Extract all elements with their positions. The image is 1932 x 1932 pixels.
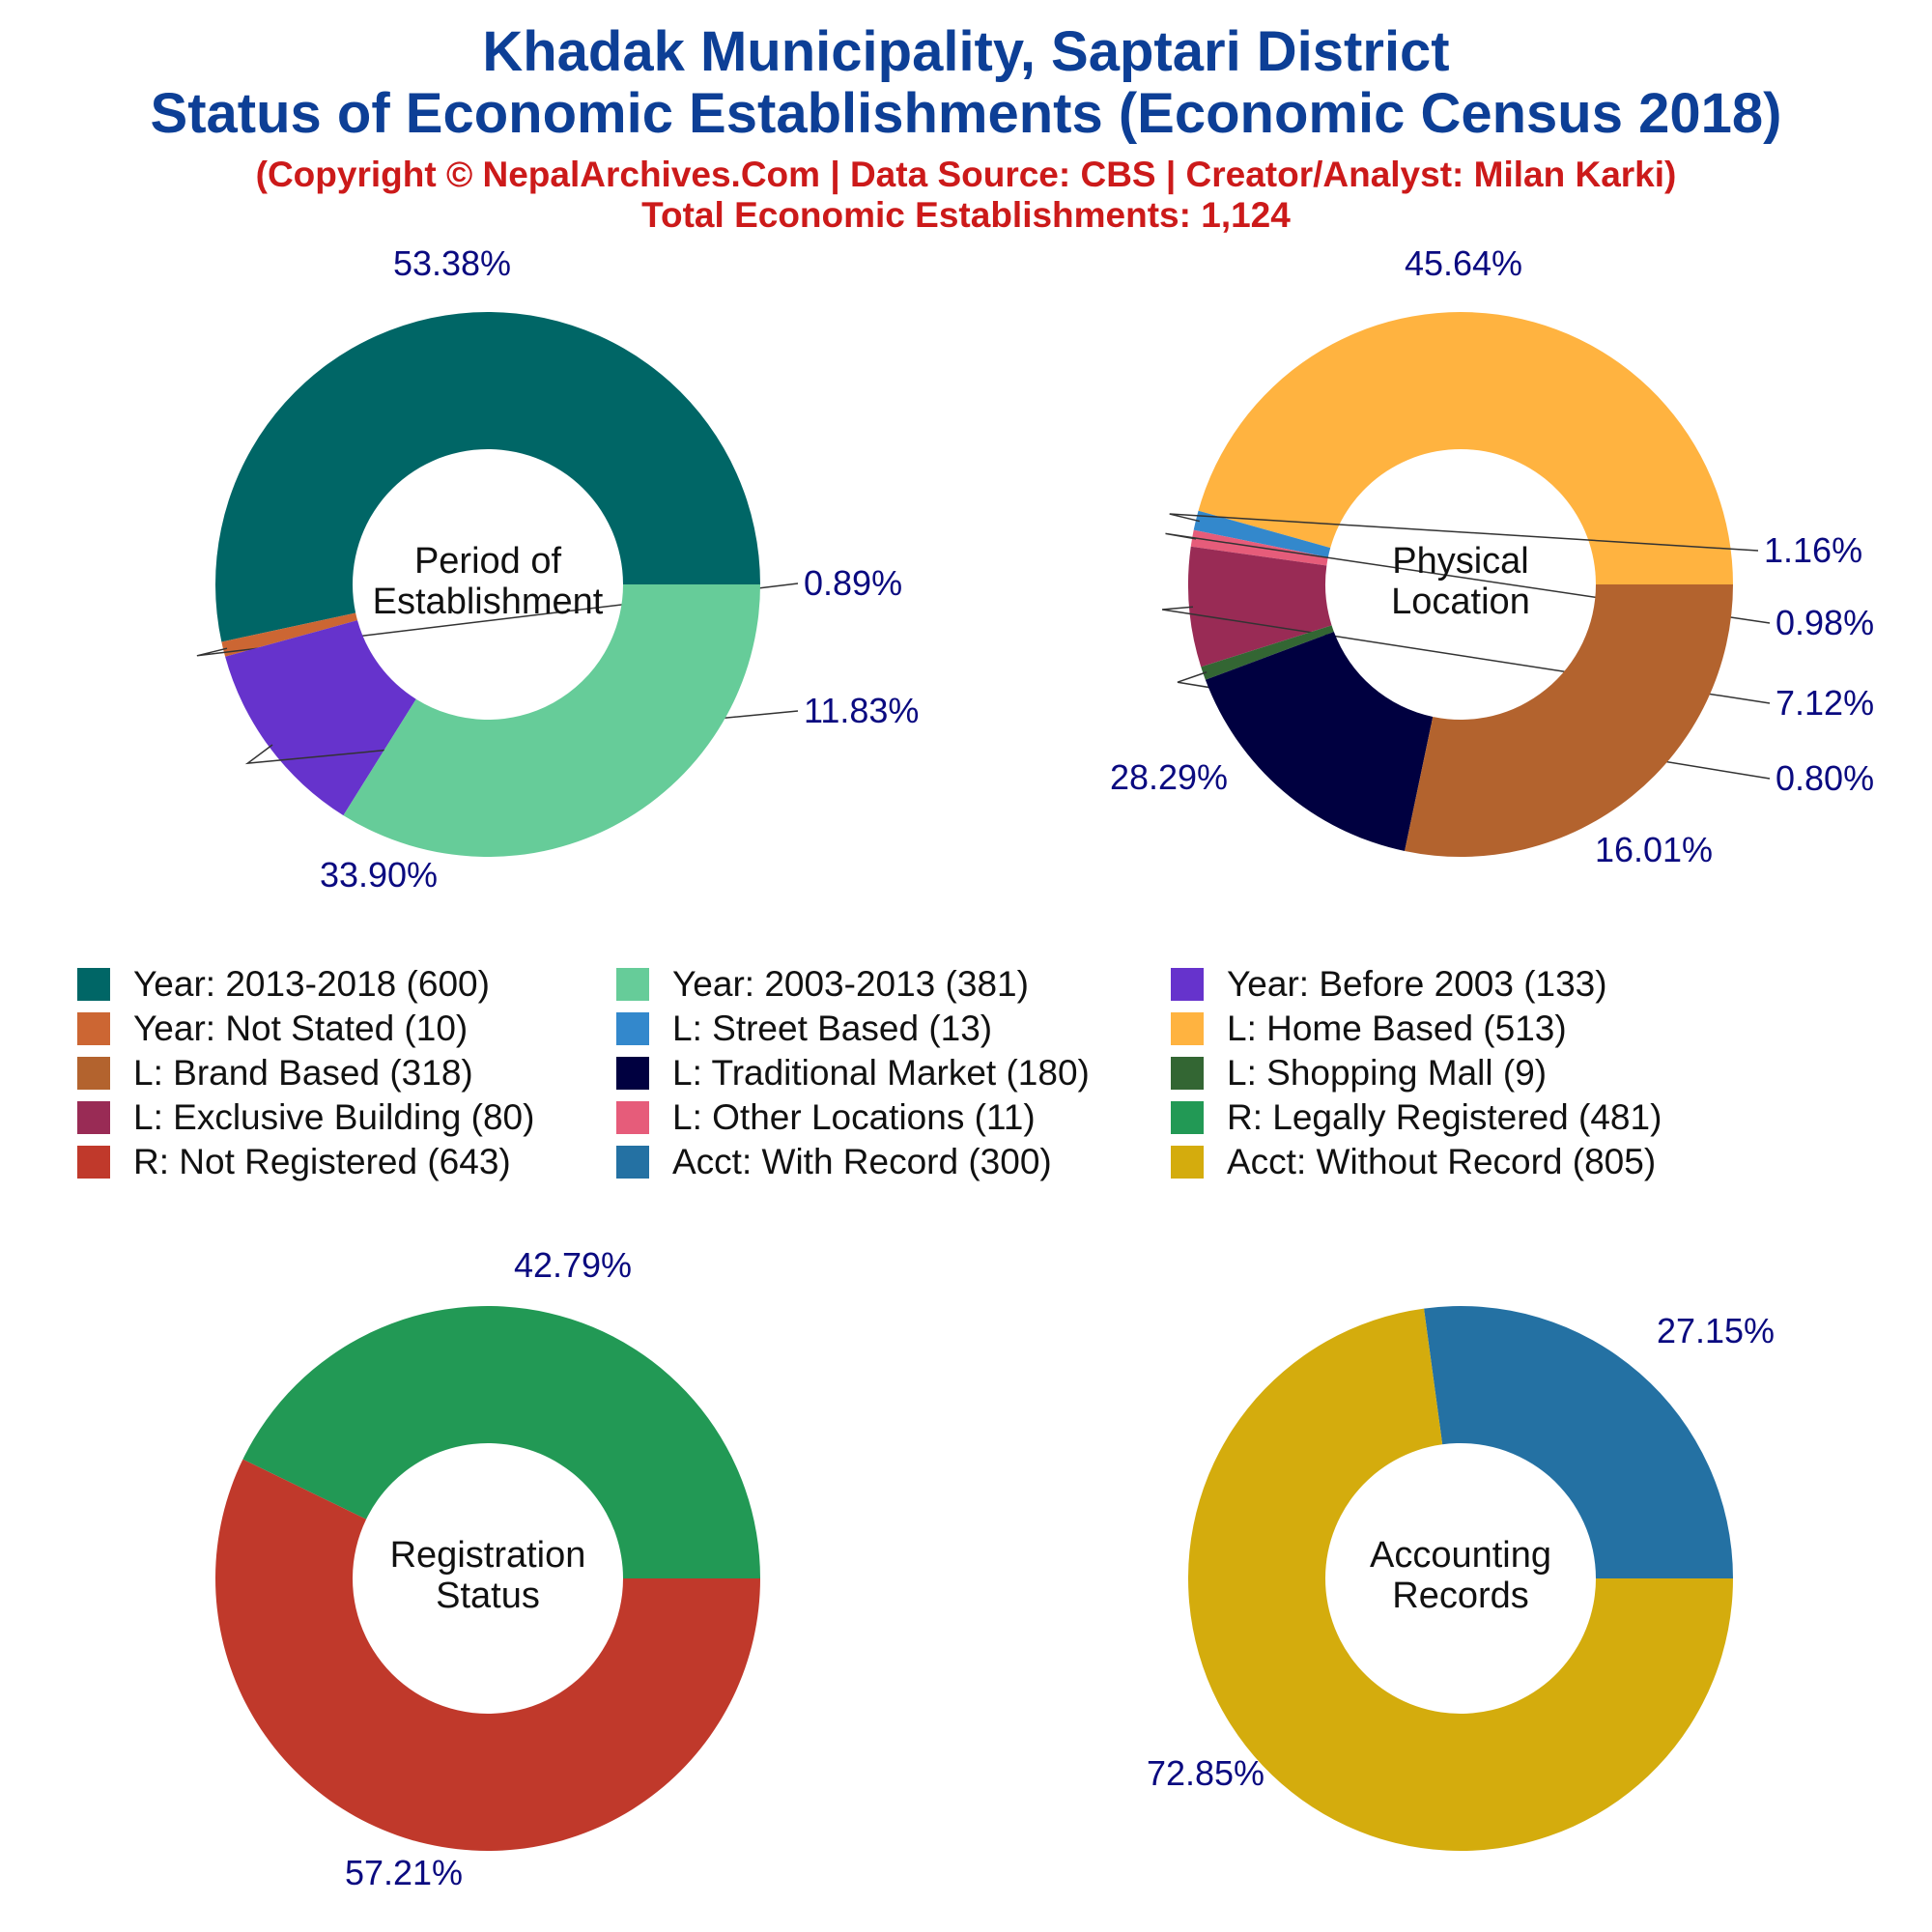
legend-item: L: Street Based (13)	[616, 1007, 992, 1051]
legend-item: Year: 2013-2018 (600)	[77, 962, 490, 1007]
donut-chart: 45.64% 1.16% 0.98% 7.12% 0.80% 16.01% 28.29% Ph…	[1110, 243, 1874, 869]
legend-swatch	[77, 968, 110, 1001]
chart-title-line-1: Khadak Municipality, Saptari District	[482, 20, 1450, 83]
percent-label: 28.29%	[1110, 757, 1228, 797]
legend-swatch	[77, 1101, 110, 1134]
legend-swatch	[1171, 968, 1204, 1001]
percent-label: 33.90%	[320, 855, 438, 895]
legend-label: R: Legally Registered (481)	[1227, 1097, 1662, 1137]
percent-label: 57.21%	[345, 1853, 463, 1892]
pie-slice	[1198, 312, 1733, 584]
legend-item: Year: Not Stated (10)	[77, 1007, 468, 1051]
percent-label: 27.15%	[1657, 1311, 1775, 1350]
label-leader-line	[1169, 513, 1759, 552]
legend-swatch	[77, 1146, 110, 1179]
copyright-line: (Copyright © NepalArchives.Com | Data So…	[255, 155, 1677, 194]
center-label: Registration	[390, 1535, 586, 1576]
legend-item: Acct: Without Record (805)	[1171, 1140, 1656, 1184]
legend-swatch	[616, 1057, 649, 1090]
center-label: Status	[436, 1576, 540, 1616]
legend-swatch	[616, 1101, 649, 1134]
label-leader-line	[1165, 532, 1771, 624]
legend-swatch	[1171, 1012, 1204, 1045]
center-label: Physical	[1392, 541, 1529, 582]
pie-slice	[242, 1306, 760, 1578]
legend-label: L: Exclusive Building (80)	[133, 1097, 535, 1137]
legend-swatch	[77, 1012, 110, 1045]
legend-label: L: Traditional Market (180)	[672, 1053, 1090, 1093]
percent-label: 1.16%	[1764, 530, 1862, 570]
legend-label: R: Not Registered (643)	[133, 1142, 511, 1181]
legend-label: L: Shopping Mall (9)	[1227, 1053, 1548, 1093]
legend-item: Acct: With Record (300)	[616, 1140, 1052, 1184]
percent-label: 0.80%	[1776, 758, 1874, 798]
legend-label: Acct: With Record (300)	[672, 1142, 1052, 1181]
legend-item: L: Brand Based (318)	[77, 1051, 473, 1095]
center-label: Establishment	[373, 582, 604, 622]
legend-item: L: Exclusive Building (80)	[77, 1095, 534, 1140]
legend-label: Year: Not Stated (10)	[133, 1009, 469, 1048]
center-label: Accounting	[1370, 1535, 1551, 1576]
legend-swatch	[1171, 1057, 1204, 1090]
pie-slice	[1188, 546, 1332, 668]
legend-swatch	[77, 1057, 110, 1090]
pie-slice	[1205, 632, 1434, 851]
legend-item: Year: Before 2003 (133)	[1171, 962, 1607, 1007]
legend-item: L: Home Based (513)	[1171, 1007, 1567, 1051]
pie-slice	[214, 311, 760, 642]
pie-slice	[221, 612, 358, 657]
pie-slice	[214, 1459, 760, 1852]
pie-slice	[1201, 625, 1334, 680]
center-label: Period of	[414, 541, 562, 582]
legend-label: L: Brand Based (318)	[133, 1053, 473, 1093]
legend-item: Year: 2003-2013 (381)	[616, 962, 1029, 1007]
legend-label: Year: 2013-2018 (600)	[133, 964, 490, 1004]
percent-label: 42.79%	[514, 1245, 632, 1285]
legend-item: L: Shopping Mall (9)	[1171, 1051, 1547, 1095]
donut-chart: 53.38% 0.89% 11.83% 33.90% Period ofEstablis…	[196, 243, 919, 895]
percent-label: 11.83%	[804, 691, 919, 730]
legend-item: R: Not Registered (643)	[77, 1140, 511, 1184]
legend-item: L: Other Locations (11)	[616, 1095, 1036, 1140]
label-leader-line	[196, 582, 799, 657]
legend-label: Year: Before 2003 (133)	[1227, 964, 1607, 1004]
legend-swatch	[616, 1146, 649, 1179]
percent-label: 72.85%	[1147, 1753, 1264, 1793]
percent-label: 53.38%	[393, 243, 511, 283]
pie-slice	[225, 620, 416, 816]
center-label: Location	[1391, 582, 1530, 622]
percent-label: 7.12%	[1776, 683, 1874, 723]
legend-label: L: Home Based (513)	[1227, 1009, 1567, 1048]
pie-slice	[1187, 1308, 1733, 1851]
percent-label: 16.01%	[1595, 830, 1713, 869]
legend-item: L: Traditional Market (180)	[616, 1051, 1090, 1095]
percent-label: 0.89%	[804, 563, 902, 603]
percent-label: 45.64%	[1405, 243, 1522, 283]
center-label: Records	[1392, 1576, 1529, 1616]
legend-label: L: Street Based (13)	[672, 1009, 993, 1048]
pie-slice	[343, 584, 760, 857]
legend-swatch	[1171, 1146, 1204, 1179]
legend-label: L: Other Locations (11)	[672, 1097, 1036, 1137]
pie-slice	[1193, 510, 1331, 558]
legend-item: R: Legally Registered (481)	[1171, 1095, 1662, 1140]
percent-label: 0.98%	[1776, 603, 1874, 642]
legend-label: Year: 2003-2013 (381)	[672, 964, 1029, 1004]
pie-slice	[1424, 1305, 1733, 1578]
legend-swatch	[616, 1012, 649, 1045]
legend-swatch	[616, 968, 649, 1001]
legend-label: Acct: Without Record (805)	[1227, 1142, 1657, 1181]
chart-title-line-2: Status of Economic Establishments (Econo…	[150, 82, 1782, 145]
pie-slice	[1405, 584, 1733, 857]
legend-swatch	[1171, 1101, 1204, 1134]
total-establishments-line: Total Economic Establishments: 1,124	[641, 195, 1291, 235]
